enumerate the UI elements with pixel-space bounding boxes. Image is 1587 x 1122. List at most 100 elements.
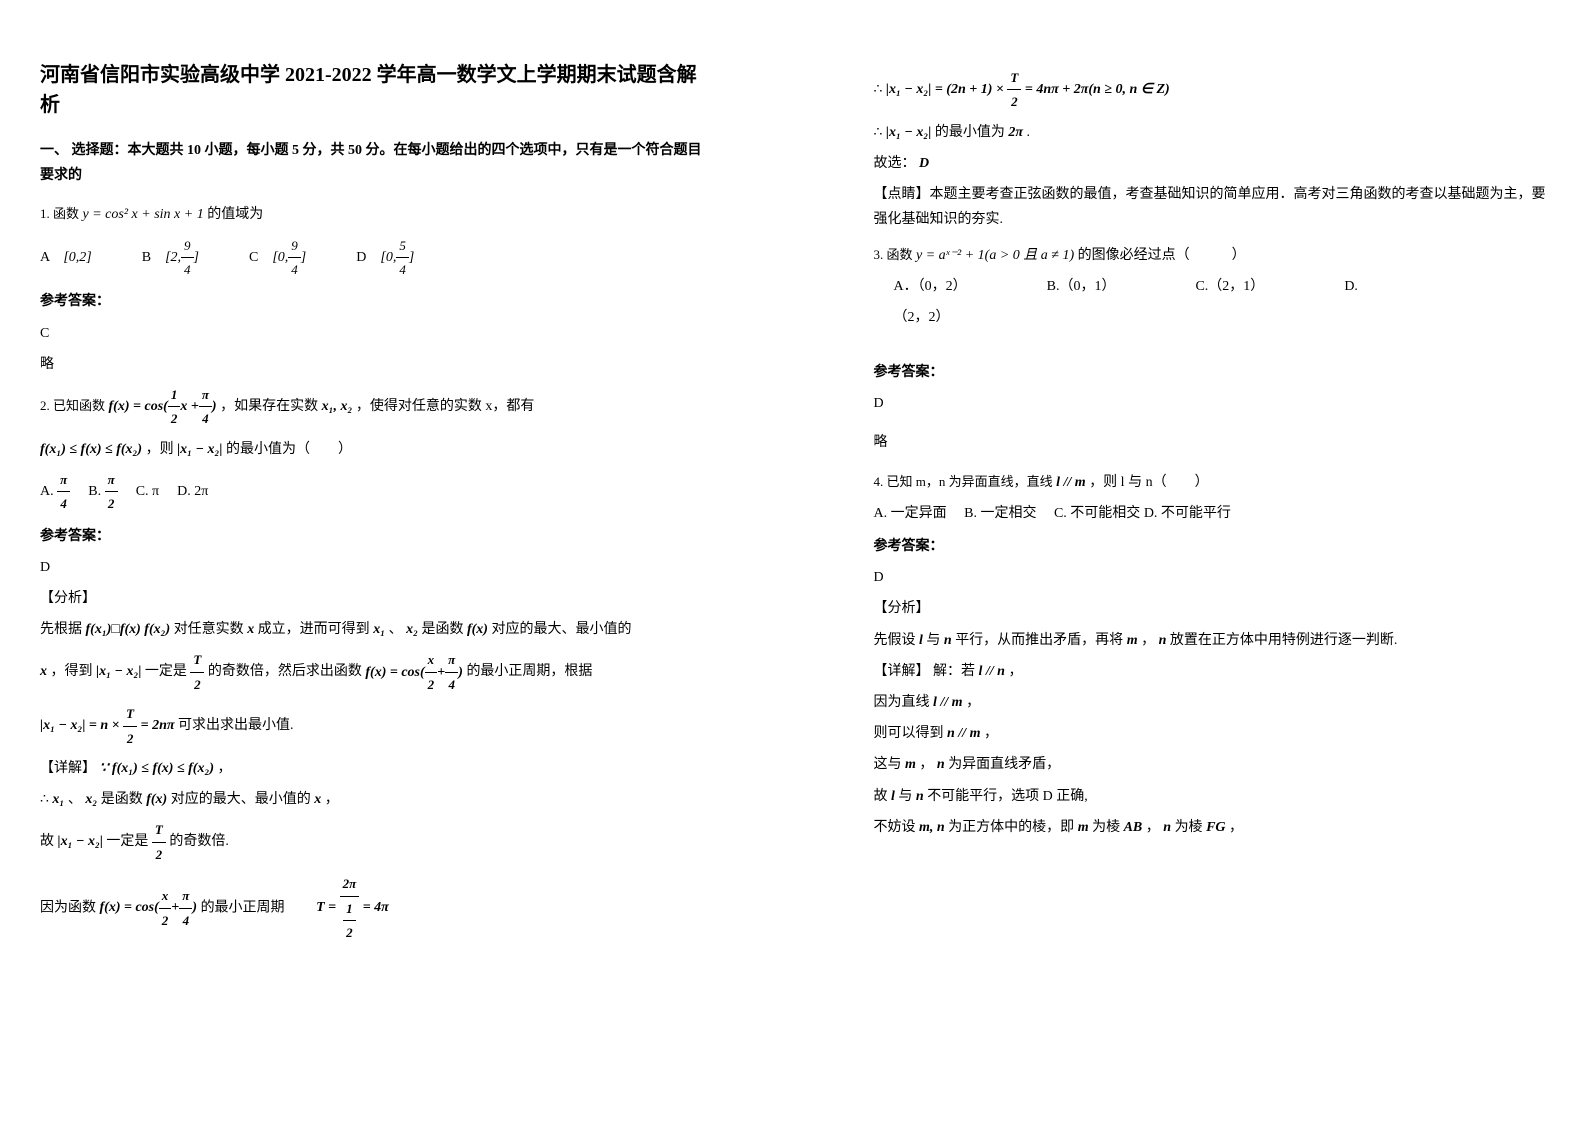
- q2-optB-label: B.: [88, 484, 101, 499]
- q2-a1-x: x: [247, 622, 254, 637]
- q1-optD-post: ]: [409, 250, 414, 265]
- q2-a2-fden1: 2: [425, 673, 438, 696]
- q1-optD-den: 4: [396, 258, 409, 281]
- q4-d6-end: ，: [1229, 820, 1243, 835]
- c2-l1: |x₁ − x₂| = (2n + 1) ×: [886, 82, 1004, 97]
- q4-d1-end: ，: [1008, 664, 1022, 679]
- q4-a-m: m: [1127, 633, 1138, 648]
- q2-a2-fnum2: π: [445, 648, 458, 672]
- q2-d2-x: x: [314, 792, 321, 807]
- q1-optC-post: ]: [301, 250, 306, 265]
- q4-suffix: ，则 l 与 n（ ）: [1089, 475, 1208, 490]
- q2-a1-f: f(x₁)□f(x) f(x₂): [86, 622, 171, 637]
- q2-a3-end: 可求出求出最小值.: [178, 718, 294, 733]
- q4-a-l: l: [919, 633, 923, 648]
- c2-l2-mid: 的最小值为: [935, 125, 1005, 140]
- q2-vars: x₁, x₂: [322, 399, 353, 414]
- q2-a1-fx: f(x): [467, 622, 488, 637]
- q2-detail-label: 【详解】: [40, 761, 96, 776]
- q4-d3-end: ，: [984, 726, 998, 741]
- q4-d4-n: n: [937, 757, 945, 772]
- q2-a3-num: T: [123, 702, 137, 726]
- q2-a2-plus: +: [437, 665, 445, 680]
- q2-prefix: 2. 已知函数: [40, 398, 105, 413]
- q4-d6-mid2: 为棱: [1092, 820, 1120, 835]
- q2-analysis-label: 【分析】: [40, 586, 714, 611]
- c2-l2-abs: |x₁ − x₂|: [886, 125, 931, 140]
- q1-answer-label: 参考答案：: [40, 289, 714, 314]
- q2-d4-den1: 2: [159, 909, 172, 932]
- q2-a2-mid: 一定是: [145, 665, 187, 680]
- q4-d6-mn: m, n: [919, 820, 945, 835]
- q1-optC-pre: [0,: [272, 250, 288, 265]
- q4-d2-end: ，: [966, 695, 980, 710]
- q1-answer: C: [40, 321, 714, 346]
- c2-l2-end: .: [1027, 125, 1031, 140]
- q2-d2-dun: 、: [68, 792, 82, 807]
- q1-optB-label: B: [142, 250, 151, 265]
- q4-a-comma: ，: [1141, 633, 1155, 648]
- q4-d4-end: 为异面直线矛盾，: [948, 757, 1060, 772]
- q2-fden2: 4: [199, 407, 212, 430]
- q2-fmid: x +: [180, 399, 198, 414]
- q1-optB-den: 4: [181, 258, 194, 281]
- q4-d-pre: 解：若: [933, 664, 975, 679]
- q2-fnum1: 1: [168, 383, 181, 407]
- q2-a3-den: 2: [123, 727, 137, 750]
- c2-comment-label: 【点睛】: [874, 187, 930, 202]
- q4-d6-m: m: [1078, 820, 1089, 835]
- q4-a-mid2: 平行，从而推出矛盾，再将: [955, 633, 1123, 648]
- question-1: 1. 函数 y = cos² x + sin x + 1 的值域为 A [0,2…: [40, 202, 714, 377]
- c2-l1-den: 2: [1007, 90, 1021, 113]
- q3-optC: C.（2，1）: [1195, 274, 1264, 299]
- q2-d4-num1: x: [159, 884, 172, 908]
- q2-d4-plus: +: [171, 900, 179, 915]
- q4-optD: D. 不可能平行: [1144, 506, 1231, 521]
- q2-a1-mid3: 是函数: [421, 622, 463, 637]
- question-2: 2. 已知函数 f(x) = cos(12x +π4) ，如果存在实数 x₁, …: [40, 383, 714, 944]
- c2-choice-ans: D: [919, 156, 929, 171]
- q2-d3-end: 的奇数倍.: [169, 834, 229, 849]
- q1-optC-label: C: [249, 250, 258, 265]
- q4-a-pre: 先假设: [874, 633, 916, 648]
- q1-optA: [0,2]: [63, 250, 91, 265]
- c2-choice: 故选：: [874, 156, 916, 171]
- q3-optA: A．（0，2）: [894, 274, 967, 299]
- q4-d6-AB: AB: [1124, 820, 1143, 835]
- q2-d4-Tden-den: 2: [343, 921, 356, 944]
- q2-d2-x1: x₁: [52, 792, 64, 807]
- q4-a-mid1: 与: [926, 633, 940, 648]
- q4-d4-m: m: [905, 757, 916, 772]
- q2-a2-abs: |x₁ − x₂|: [96, 665, 141, 680]
- q2-answer-label: 参考答案：: [40, 524, 714, 549]
- q1-optA-label: A: [40, 250, 49, 265]
- q2-a2-f: f(x) = cos(: [365, 665, 424, 680]
- c2-comment: 本题主要考查正弦函数的最值，考查基础知识的简单应用．高考对三角函数的考查以基础题…: [874, 187, 1546, 227]
- q2-d2-pre: ∴: [40, 792, 52, 807]
- q2-line2-abs: |x₁ − x₂|: [177, 442, 222, 457]
- q4-formula: l // m: [1056, 475, 1086, 490]
- q3-answer-label: 参考答案：: [874, 360, 1548, 385]
- q1-optC-num: 9: [288, 234, 301, 258]
- q3-optD: D.: [1344, 274, 1358, 299]
- q2-d2-x2: x₂: [85, 792, 97, 807]
- q2-optC: C. π: [136, 479, 159, 504]
- q1-optB-pre: [2,: [165, 250, 181, 265]
- q2-d4-Tnum: 2π: [340, 872, 360, 896]
- q4-answer: D: [874, 565, 1548, 590]
- q2-d4-T: T =: [316, 900, 336, 915]
- q1-optD-pre: [0,: [380, 250, 396, 265]
- q2-a1-x1: x₁: [373, 622, 385, 637]
- q2-d4-Tden-num: 1: [343, 897, 356, 921]
- q3-prefix: 3. 函数: [874, 247, 913, 262]
- q1-optD-num: 5: [396, 234, 409, 258]
- q1-suffix: 的值域为: [207, 207, 263, 222]
- q2-detail1-end: ，: [218, 761, 232, 776]
- q3-options: A．（0，2） B.（0，1） C.（2，1） D.: [894, 274, 1548, 299]
- q2-a1-x2: x₂: [406, 622, 418, 637]
- q2-a2-fden2: 4: [445, 673, 458, 696]
- q4-analysis-label: 【分析】: [874, 596, 1548, 621]
- q4-optA: A. 一定异面: [874, 506, 947, 521]
- c2-l1-eq: = 4nπ + 2π(n ≥ 0, n ∈ Z): [1025, 82, 1170, 97]
- q4-optB: B. 一定相交: [964, 506, 1036, 521]
